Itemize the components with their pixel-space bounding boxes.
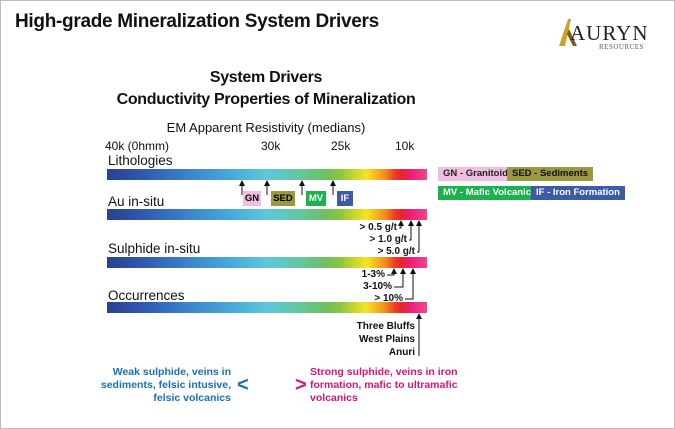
occurrence-three-bluffs: Three Bluffs: [356, 321, 415, 332]
tick-30k: 30k: [261, 139, 281, 153]
arrow-sulphide-1-3: [387, 268, 397, 276]
tag-mv: MV: [306, 191, 326, 206]
sulphide-1-3: 1-3%: [361, 269, 385, 280]
row-label-sulphide-in-situ: Sulphide in-situ: [108, 241, 201, 256]
au-grade-5-0: > 5.0 g/t: [377, 246, 415, 257]
arrow-au-5-0: [416, 220, 422, 253]
row-label-occurrences: Occurrences: [108, 288, 185, 303]
logo-subtitle: RESOURCES: [599, 43, 644, 51]
logo-mark-icon: [559, 19, 577, 46]
legend-if: IF - Iron Formation: [531, 186, 625, 200]
arrow-au-0-5: [398, 220, 404, 229]
resistivity-bar-au: [107, 209, 427, 220]
tick-10k: 10k: [395, 139, 415, 153]
greater-than-symbol: >: [295, 374, 307, 396]
auryn-logo: [557, 15, 657, 55]
resistivity-bar-sulphide: [107, 257, 427, 268]
tick-25k: 25k: [331, 139, 351, 153]
row-label-au-in-situ: Au in-situ: [108, 194, 165, 209]
sulphide-gt-10: > 10%: [374, 293, 403, 304]
logo-name: AURYN: [570, 21, 649, 45]
legend-sed: SED - Sediments: [507, 167, 594, 181]
au-grade-1-0: > 1.0 g/t: [369, 234, 407, 245]
tick-40k: 40k (0hmm): [105, 139, 170, 153]
axis-label: EM Apparent Resistivity (medians): [166, 120, 366, 135]
sulphide-3-10: 3-10%: [363, 281, 392, 292]
note-weak-sulphide: Weak sulphide, veins in sediments, felsi…: [100, 366, 231, 404]
arrow-sulphide-gt-10: [405, 268, 416, 300]
slide-title: High-grade Mineralization System Drivers: [15, 11, 379, 32]
legend-mv: MV - Mafic Volcanics: [438, 186, 542, 200]
au-grade-0-5: > 0.5 g/t: [359, 222, 397, 233]
less-than-symbol: <: [237, 374, 249, 396]
heading-line-2: Conductivity Properties of Mineralizatio…: [116, 91, 416, 108]
note-strong-sulphide: Strong sulphide, veins in iron formation…: [310, 366, 458, 404]
resistivity-bar-lithologies: [107, 169, 427, 180]
resistivity-bar-occurrences: [107, 302, 427, 313]
arrow-au-1-0: [408, 220, 414, 241]
occurrence-anuri: Anuri: [388, 347, 415, 358]
occurrence-west-plains: West Plains: [359, 334, 415, 345]
tag-if: IF: [337, 191, 353, 206]
tag-sed: SED: [271, 191, 295, 206]
heading-line-1: System Drivers: [209, 69, 323, 86]
row-label-lithologies: Lithologies: [108, 153, 173, 168]
legend-gn: GN - Granitoids: [438, 167, 519, 181]
arrow-sulphide-3-10: [394, 268, 406, 288]
tag-gn: GN: [243, 191, 261, 206]
